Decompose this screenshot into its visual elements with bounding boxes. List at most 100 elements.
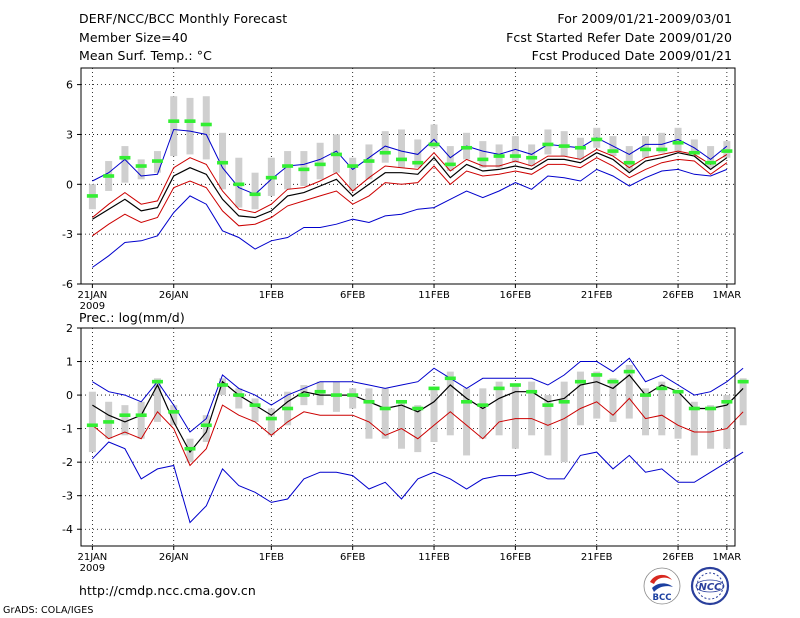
prec-xtick-label: 11FEB — [418, 552, 450, 563]
prec-observed-marker — [721, 399, 733, 404]
prec-spread-box — [381, 388, 389, 439]
prec-observed-marker — [330, 393, 342, 397]
temp-xtick-label: 1FEB — [259, 290, 284, 301]
temp-observed-marker — [282, 164, 294, 168]
prec-spread-box — [625, 364, 633, 419]
prec-xtick-label: 21JAN — [77, 552, 107, 563]
temp-observed-marker — [363, 159, 375, 163]
temp-series-max — [92, 128, 728, 195]
prec-xtick-label: 16FEB — [500, 552, 532, 563]
prec-observed-marker — [233, 393, 245, 397]
prec-ytick-label: -1 — [62, 423, 73, 436]
temp-spread-box — [430, 124, 438, 148]
started-refer-date: Fcst Started Refer Date 2009/01/20 — [506, 30, 732, 45]
bcc-logo-icon: BCC — [643, 567, 681, 605]
temp-observed-marker — [412, 160, 424, 165]
temp-xtick-label: 21FEB — [581, 290, 613, 301]
member-size-label: Member Size=40 — [79, 30, 188, 45]
prec-observed-marker — [640, 393, 652, 397]
temp-ytick-label: 3 — [66, 128, 73, 141]
temp-observed-marker — [509, 154, 521, 158]
prec-spread-box — [267, 408, 275, 436]
prec-spread-box — [560, 381, 568, 463]
prec-observed-marker — [477, 403, 489, 407]
temp-observed-marker — [184, 119, 196, 123]
prec-spread-box — [511, 385, 519, 449]
logos: BCC NCC — [643, 566, 730, 606]
temp-observed-marker — [135, 164, 147, 168]
prec-spread-box — [153, 378, 161, 422]
prec-spread-box — [121, 405, 129, 436]
prec-spread-box — [397, 401, 405, 449]
prec-spread-box — [463, 388, 471, 456]
temp-xtick-label: 1MAR — [712, 290, 741, 301]
temp-observed-marker — [461, 145, 473, 150]
prec-observed-marker — [184, 446, 196, 451]
prec-spread-box — [576, 371, 584, 426]
prec-observed-marker — [151, 379, 163, 384]
temp-observed-marker — [151, 159, 163, 163]
temp-xtick-label: 6FEB — [340, 290, 365, 301]
prec-spread-box — [235, 388, 243, 409]
prec-spread-box — [739, 378, 747, 426]
prec-ytick-label: -2 — [62, 456, 73, 469]
prec-series-min — [92, 441, 744, 524]
prec-xtick-label: 26FEB — [662, 552, 694, 563]
temp-observed-marker — [200, 122, 212, 127]
temp-spread-box — [560, 131, 568, 157]
prec-observed-marker — [379, 406, 391, 411]
temp-spread-box — [251, 172, 259, 210]
temp-spread-box — [446, 146, 454, 172]
prec-series-median — [92, 374, 744, 454]
prec-observed-marker — [314, 389, 326, 394]
prec-observed-marker — [623, 369, 635, 374]
prec-observed-marker — [217, 383, 229, 387]
prec-observed-marker — [526, 389, 538, 394]
temp-observed-marker — [623, 160, 635, 165]
prec-observed-marker — [265, 416, 277, 421]
temp-observed-marker — [168, 119, 180, 123]
prec-observed-marker — [200, 423, 212, 428]
prec-observed-marker — [737, 379, 749, 384]
prec-observed-marker — [119, 413, 131, 417]
prec-spread-box — [642, 388, 650, 436]
temp-observed-marker — [428, 142, 440, 147]
temp-spread-box — [658, 132, 666, 153]
prec-observed-marker — [103, 420, 115, 424]
temp-observed-marker — [526, 155, 538, 160]
temp-observed-marker — [217, 160, 229, 165]
temp-year-label: 2009 — [80, 301, 105, 312]
prec-year-label: 2009 — [80, 563, 105, 574]
temp-observed-marker — [688, 150, 700, 155]
temp-observed-marker — [347, 164, 359, 168]
temp-observed-marker — [379, 150, 391, 155]
prec-spread-box — [609, 378, 617, 422]
prec-observed-marker — [542, 403, 554, 407]
temp-plot-frame — [80, 67, 736, 285]
prec-ytick-label: 1 — [66, 356, 73, 369]
temp-spread-box — [316, 142, 324, 180]
temp-ytick-label: -6 — [62, 278, 73, 291]
prec-ytick-label: 2 — [66, 322, 73, 335]
prec-observed-marker — [558, 399, 570, 404]
prec-ytick-label: -3 — [62, 490, 73, 503]
temp-ytick-label: 6 — [66, 79, 73, 92]
prec-series-max — [92, 357, 744, 433]
temp-observed-marker — [607, 149, 619, 153]
prec-observed-marker — [656, 386, 668, 391]
temp-observed-marker — [103, 174, 115, 178]
temp-spread-box — [625, 146, 633, 172]
prec-observed-marker — [509, 383, 521, 387]
prec-spread-box — [690, 401, 698, 456]
temp-spread-box — [544, 129, 552, 155]
temp-xtick-label: 16FEB — [500, 290, 532, 301]
temp-observed-marker — [721, 149, 733, 153]
prec-spread-box — [723, 395, 731, 449]
prec-spread-box — [349, 388, 357, 409]
temp-spread-box — [414, 139, 422, 168]
prec-observed-marker — [428, 386, 440, 391]
temp-series-min — [92, 168, 728, 268]
prec-series-lower-quartile — [92, 397, 744, 467]
